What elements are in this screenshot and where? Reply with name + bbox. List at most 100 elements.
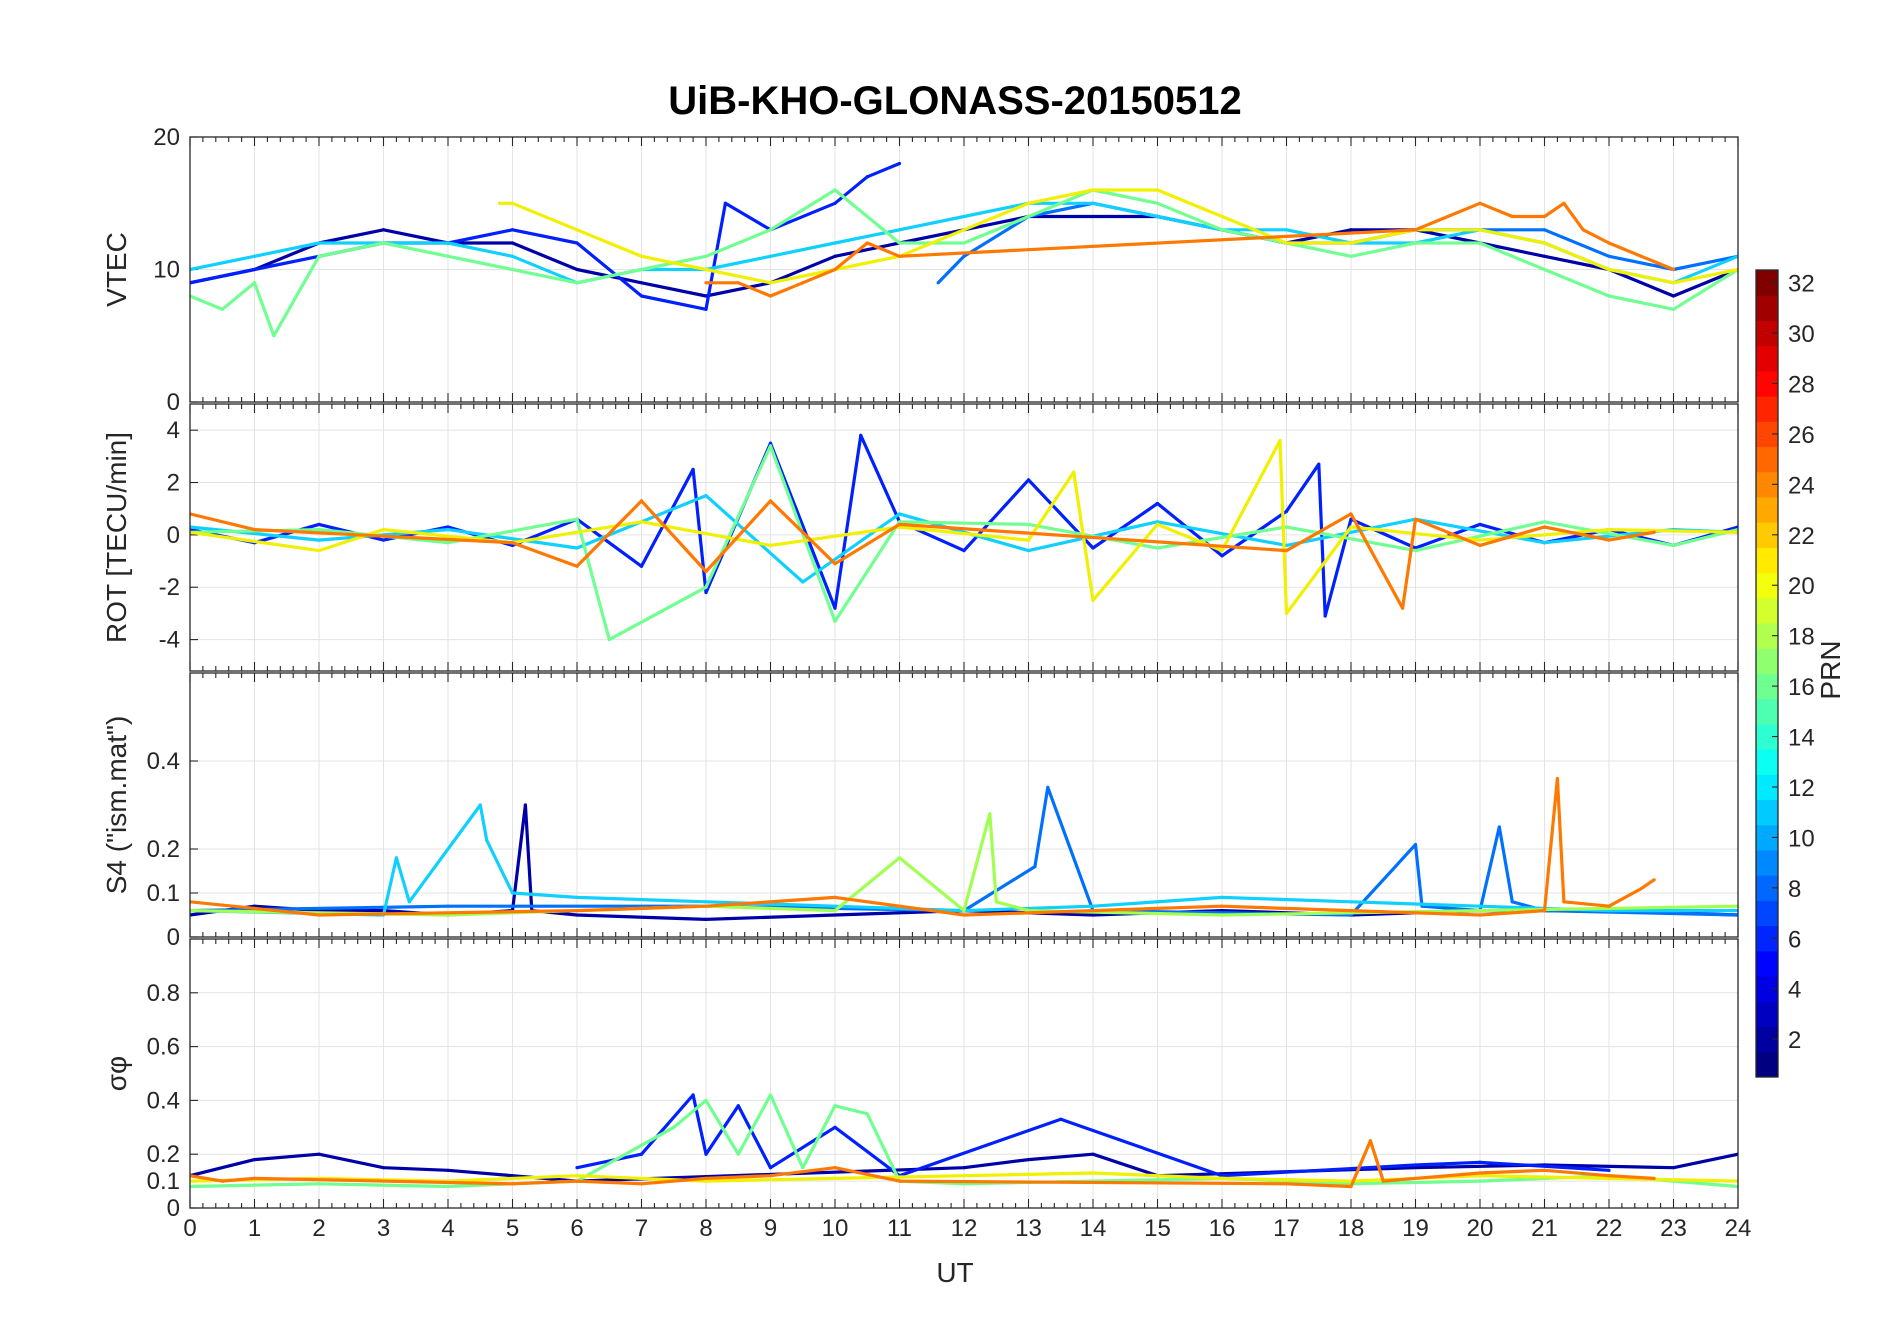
data-point	[1220, 895, 1224, 900]
data-point	[1607, 1174, 1611, 1178]
x-tick-label: 16	[1209, 1215, 1236, 1242]
data-point	[1284, 543, 1289, 547]
data-point	[1349, 254, 1353, 258]
data-point	[691, 467, 695, 472]
data-point	[1478, 241, 1482, 245]
data-point	[510, 241, 515, 245]
data-point	[446, 904, 450, 908]
data-point	[1349, 525, 1353, 529]
x-tick-label: 7	[635, 1215, 648, 1242]
data-point	[1033, 865, 1037, 869]
data-point	[833, 254, 837, 258]
panel-frame	[189, 672, 1739, 938]
data-point	[317, 1152, 321, 1156]
data-point	[704, 900, 708, 904]
data-point	[1026, 548, 1031, 553]
data-point	[1284, 611, 1289, 616]
colorbar-tick-label: 12	[1788, 775, 1815, 802]
data-point	[1155, 546, 1160, 550]
data-point	[704, 1176, 708, 1181]
data-point	[704, 1152, 708, 1156]
data-point	[1349, 1184, 1353, 1189]
data-point	[1478, 909, 1482, 913]
x-tick-label: 5	[506, 1215, 519, 1242]
x-axis: 0 1 2 3 4 5 6 7 8 9 10 11 12 13 14 15 16 17 18 19 20 21 22 23 24	[183, 1215, 1751, 1242]
data-point	[1349, 900, 1353, 904]
colorbar-segment	[1756, 799, 1778, 826]
data-point	[1317, 462, 1321, 466]
y-tick-label: 0	[167, 522, 180, 549]
data-point	[704, 917, 708, 922]
data-point	[865, 241, 869, 245]
data-point	[768, 1174, 773, 1178]
data-point	[736, 1104, 740, 1108]
data-point	[1220, 1176, 1224, 1181]
data-point	[704, 569, 708, 574]
panel-frame	[189, 136, 1739, 403]
data-point	[510, 1182, 515, 1186]
data-point	[1046, 785, 1050, 790]
x-tick-label: 9	[764, 1215, 777, 1242]
data-point	[1478, 1179, 1482, 1183]
data-point	[252, 281, 257, 285]
data-point	[1671, 543, 1676, 547]
y-tick-label: 0	[167, 1195, 180, 1222]
colorbar-segment	[1756, 522, 1778, 548]
data-point	[1220, 214, 1224, 219]
data-point	[485, 838, 489, 842]
data-point	[897, 856, 902, 860]
x-tick-label: 24	[1725, 1215, 1752, 1242]
data-point	[897, 1179, 902, 1183]
data-point	[446, 1168, 450, 1172]
colorbar-tick-label: 6	[1788, 926, 1801, 953]
colorbar-segment	[1756, 471, 1778, 498]
data-point	[575, 909, 579, 913]
x-tick-label: 13	[1015, 1215, 1042, 1242]
y-tick-label: 0.1	[147, 1168, 180, 1195]
data-point	[833, 895, 837, 900]
data-point	[1413, 517, 1418, 521]
data-point	[1542, 254, 1547, 258]
data-point	[317, 528, 321, 532]
data-point	[510, 891, 515, 895]
data-point	[220, 1179, 224, 1183]
data-point	[575, 228, 579, 232]
data-point	[897, 522, 902, 527]
data-point	[446, 528, 450, 532]
data-point	[1091, 913, 1095, 917]
data-point	[1478, 228, 1482, 232]
data-point	[575, 1179, 579, 1183]
panel-frame	[189, 403, 1739, 672]
data-point	[1284, 548, 1289, 553]
data-point	[1542, 214, 1547, 219]
colorbar-segment	[1756, 597, 1778, 624]
data-point	[833, 619, 837, 623]
data-point	[1510, 214, 1514, 219]
data-point	[833, 904, 837, 908]
data-point	[1401, 606, 1405, 610]
data-point	[1155, 522, 1160, 527]
data-point	[833, 562, 837, 566]
data-point	[639, 564, 644, 568]
colorbar-segment	[1756, 295, 1778, 321]
data-point	[994, 900, 998, 904]
data-point	[1091, 546, 1095, 550]
data-point	[252, 528, 257, 532]
colorbar-segment	[1756, 648, 1778, 674]
y-axis-label: VTEC	[101, 232, 132, 307]
colorbar-segment	[1756, 370, 1778, 397]
data-point	[317, 241, 321, 245]
data-point	[1413, 546, 1418, 550]
x-tick-label: 23	[1660, 1215, 1687, 1242]
data-point	[1562, 201, 1566, 205]
data-point	[988, 812, 992, 816]
data-point	[1652, 530, 1656, 534]
colorbar-segment	[1756, 547, 1778, 574]
panel-frame	[189, 938, 1739, 1209]
data-point	[704, 494, 708, 498]
data-point	[1446, 214, 1450, 219]
data-point	[1542, 228, 1547, 232]
colorbar-segment	[1756, 345, 1778, 372]
data-point	[1478, 1160, 1482, 1164]
colorbar-segment	[1756, 1001, 1778, 1028]
